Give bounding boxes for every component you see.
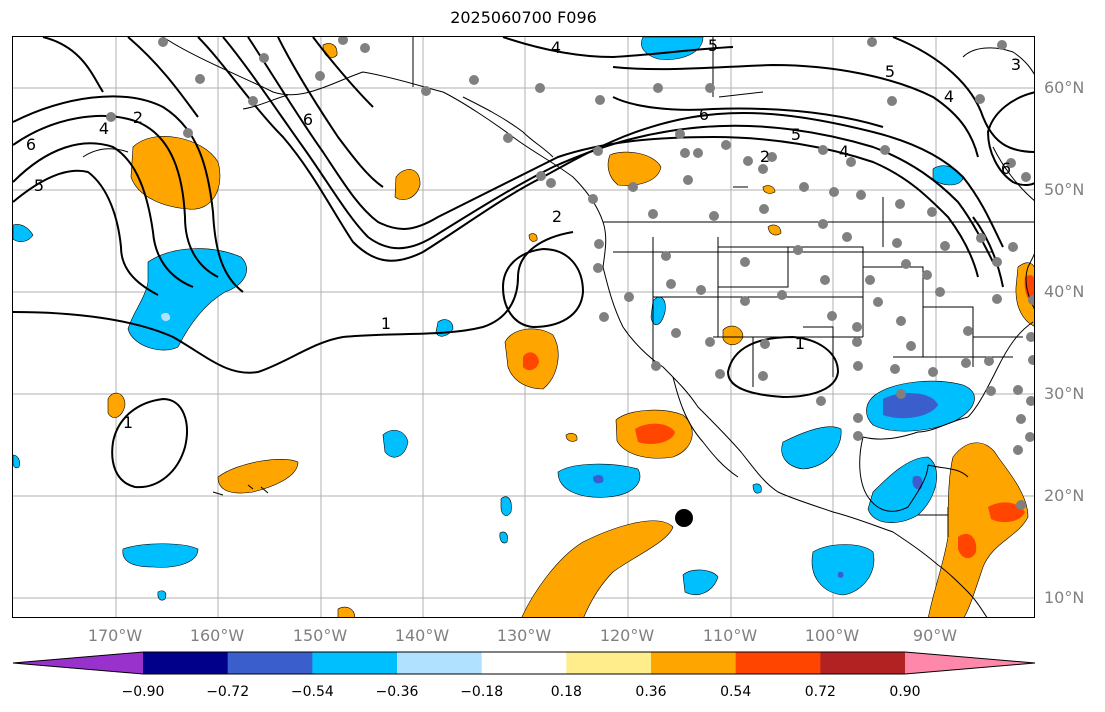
station-markers <box>106 37 1034 510</box>
colorbar-tick-label: 0.90 <box>889 684 921 700</box>
lon-label-100w: 100°W <box>804 626 860 645</box>
contour-label-group: 6 4 2 5 6 4 5 6 5 2 4 1 1 2 1 4 3 5 6 <box>26 37 1021 432</box>
colorbar-tick-label: −0.36 <box>375 684 419 700</box>
colorbar-tick-label: −0.72 <box>206 684 250 700</box>
colorbar-segment <box>735 652 821 674</box>
colorbar-segment <box>651 652 737 674</box>
colorbar-segment <box>905 652 1035 674</box>
contour-label: 5 <box>708 37 718 55</box>
contour-label: 2 <box>552 207 562 226</box>
contour-label: 6 <box>699 105 709 124</box>
lat-label-30n: 30°N <box>1044 384 1085 403</box>
negative-anomaly-shading <box>13 37 975 601</box>
contour-label: 6 <box>26 135 36 154</box>
contour-lines <box>13 37 1034 489</box>
contour-label: 5 <box>885 62 895 81</box>
storm-center-marker <box>675 509 693 527</box>
colorbar-tick-label: −0.18 <box>460 684 504 700</box>
lon-label-90w: 90°W <box>912 626 958 645</box>
contour-label: 1 <box>123 413 133 432</box>
colorbar-tick-label: −0.54 <box>290 684 334 700</box>
contour-label: 2 <box>760 147 770 166</box>
colorbar-segment <box>566 652 652 674</box>
lat-label-10n: 10°N <box>1044 588 1085 607</box>
contour-label: 4 <box>839 142 849 161</box>
colorbar-tick-label: 0.54 <box>720 684 752 700</box>
lon-label-120w: 120°W <box>599 626 655 645</box>
lat-label-20n: 20°N <box>1044 486 1085 505</box>
colorbar-segment <box>481 652 567 674</box>
lat-label-60n: 60°N <box>1044 78 1085 97</box>
positive-anomaly-shading <box>107 43 1034 617</box>
contour-label: 3 <box>1011 55 1021 74</box>
colorbar-segment <box>227 652 313 674</box>
contour-label: 1 <box>381 314 391 333</box>
colorbar <box>12 651 1036 675</box>
colorbar-segment <box>143 652 229 674</box>
contour-label: 5 <box>34 176 44 195</box>
colorbar-segment <box>820 652 906 674</box>
coastlines-and-borders <box>82 37 1034 617</box>
colorbar-tick-label: 0.36 <box>635 684 667 700</box>
lat-label-50n: 50°N <box>1044 180 1085 199</box>
contour-label: 6 <box>1001 159 1011 178</box>
lon-label-130w: 130°W <box>496 626 552 645</box>
colorbar-outline <box>12 651 1036 675</box>
contour-label: 4 <box>551 38 561 57</box>
contour-label: 6 <box>303 110 313 129</box>
map-title: 2025060700 F096 <box>450 8 597 27</box>
map-frame: 6 4 2 5 6 4 5 6 5 2 4 1 1 2 1 4 3 5 6 <box>12 36 1035 618</box>
colorbar-segment <box>13 652 143 674</box>
lat-label-40n: 40°N <box>1044 282 1085 301</box>
colorbar-tick-label: 0.72 <box>804 684 836 700</box>
colorbar-segment <box>312 652 398 674</box>
colorbar-tick-label: 0.18 <box>550 684 582 700</box>
map-canvas: 6 4 2 5 6 4 5 6 5 2 4 1 1 2 1 4 3 5 6 <box>13 37 1034 617</box>
lon-label-160w: 160°W <box>189 626 245 645</box>
colorbar-segment <box>397 652 483 674</box>
lon-label-110w: 110°W <box>702 626 758 645</box>
contour-label: 1 <box>795 334 805 353</box>
lon-label-150w: 150°W <box>292 626 348 645</box>
contour-label: 5 <box>791 125 801 144</box>
lon-label-140w: 140°W <box>394 626 450 645</box>
contour-label: 2 <box>133 108 143 127</box>
lon-label-170w: 170°W <box>87 626 143 645</box>
contour-label: 4 <box>99 119 109 138</box>
contour-label: 4 <box>944 87 954 106</box>
colorbar-tick-label: −0.90 <box>121 684 165 700</box>
